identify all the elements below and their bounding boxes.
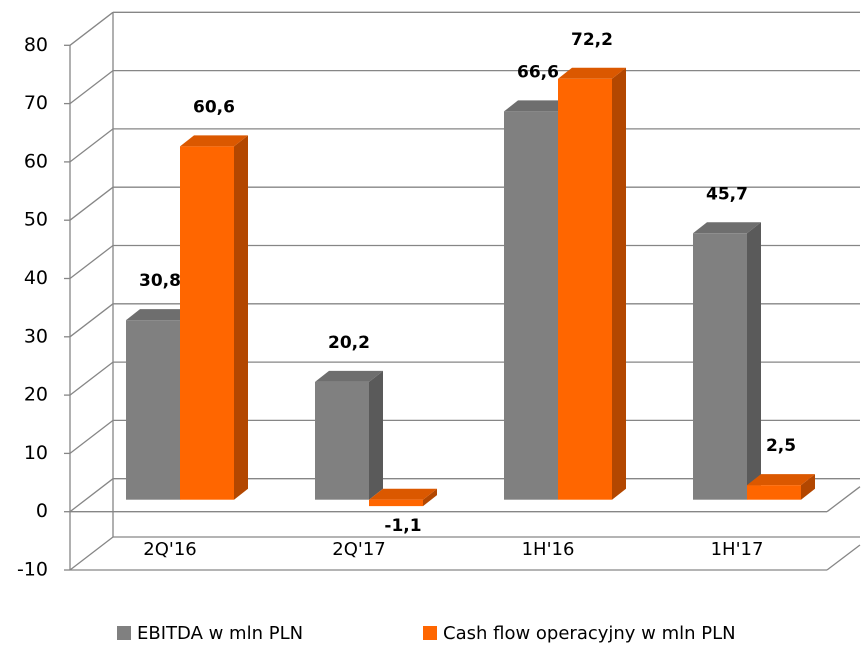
bar [315, 381, 369, 500]
y-tick-label: 60 [24, 150, 48, 172]
grid-line [69, 244, 114, 280]
data-label: 45,7 [706, 184, 748, 204]
bar [126, 320, 180, 500]
bar [558, 78, 612, 500]
y-tick-label: 40 [24, 267, 48, 289]
x-tick-label: 1H'17 [711, 539, 764, 560]
data-label: 20,2 [328, 333, 370, 353]
grid-line [69, 70, 114, 105]
legend-label: EBITDA w mln PLN [137, 623, 303, 644]
bar [180, 146, 234, 500]
grid-line [69, 186, 114, 221]
data-label: 72,2 [571, 30, 613, 50]
bar-side [612, 67, 626, 500]
bar-top [747, 474, 815, 486]
legend-swatch [423, 626, 437, 640]
grid-line [69, 361, 114, 396]
y-tick-label: 0 [36, 500, 48, 522]
y-tick-label: -10 [17, 559, 48, 581]
bar [369, 499, 423, 507]
bar-side [369, 370, 383, 500]
grid-line [69, 11, 114, 46]
bar-top [693, 222, 761, 234]
bar-top [369, 488, 437, 500]
data-label: 2,5 [766, 436, 796, 456]
bar-side [747, 222, 761, 500]
data-label: 60,6 [193, 97, 235, 117]
x-tick-label: 2Q'17 [332, 539, 385, 560]
bar-side [423, 488, 437, 507]
grid-line [69, 128, 114, 163]
y-tick-label: 30 [24, 325, 48, 347]
y-tick-label: 20 [24, 384, 48, 406]
bar [747, 485, 801, 500]
y-tick-label: 10 [24, 442, 48, 464]
bar-top [504, 100, 572, 112]
legend-label: Cash flow operacyjny w mln PLN [443, 623, 736, 644]
grid-line [69, 419, 114, 454]
legend: EBITDA w mln PLN Cash flow operacyjny w m… [117, 623, 736, 644]
bar [504, 111, 558, 500]
bar-top [180, 135, 248, 147]
floor-line [826, 544, 861, 571]
bar-side [234, 135, 248, 500]
bar [693, 233, 747, 500]
data-label: -1,1 [384, 516, 421, 536]
floor-line [826, 486, 861, 513]
x-tick-label: 1H'16 [522, 539, 575, 560]
bar-side [801, 474, 815, 500]
x-tick-label: 2Q'16 [143, 539, 196, 560]
bar-top [126, 309, 194, 321]
grid-line [69, 478, 114, 513]
data-label: 66,6 [517, 62, 559, 82]
y-tick-label: 80 [24, 34, 48, 56]
grid-line [69, 536, 114, 571]
legend-swatch [117, 626, 131, 640]
y-tick-label: 50 [24, 209, 48, 231]
data-label: 30,8 [139, 271, 181, 291]
grid-line [69, 303, 114, 338]
bar-top [315, 370, 383, 382]
y-tick-label: 70 [24, 92, 48, 114]
bar-top [558, 67, 626, 79]
